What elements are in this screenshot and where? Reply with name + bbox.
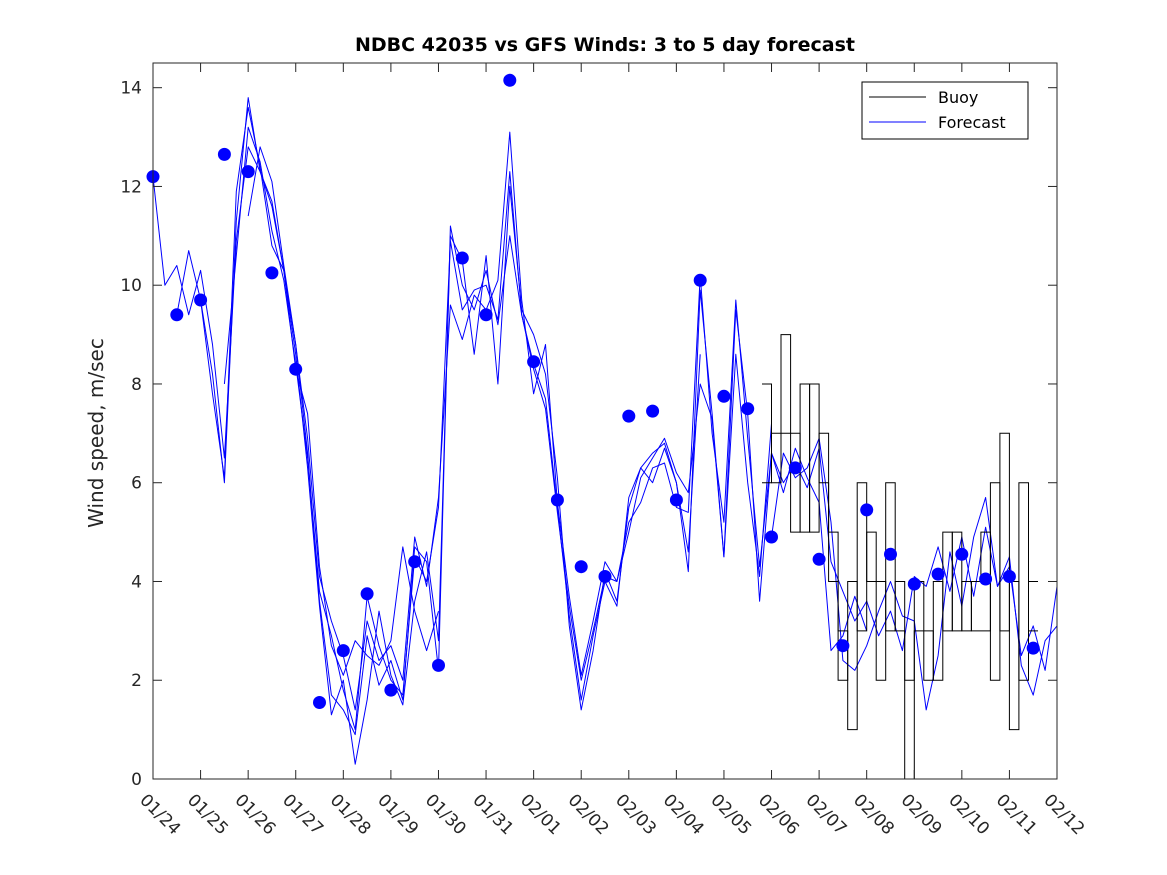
y-tick-label: 10: [120, 276, 142, 296]
forecast-marker: [646, 404, 660, 418]
forecast-marker: [622, 409, 636, 423]
forecast-marker: [860, 503, 874, 517]
series-layer: [152, 97, 1058, 780]
forecast-marker: [717, 389, 731, 403]
chart-title: NDBC 42035 vs GFS Winds: 3 to 5 day fore…: [355, 34, 855, 56]
forecast-marker: [265, 266, 279, 280]
y-tick-label: 0: [131, 770, 142, 790]
forecast-marker: [765, 530, 778, 544]
forecast-line-5: [247, 131, 1058, 711]
forecast-marker: [931, 567, 945, 581]
forecast-marker: [289, 362, 303, 376]
forecast-marker: [432, 658, 445, 672]
forecast-marker: [503, 73, 517, 87]
forecast-marker: [336, 644, 350, 658]
forecast-marker: [669, 493, 683, 507]
legend-box: [861, 81, 1029, 140]
forecast-marker: [527, 355, 541, 369]
forecast-marker: [836, 639, 850, 653]
y-tick-label: 4: [131, 572, 142, 592]
y-tick-label: 14: [120, 79, 142, 99]
forecast-marker: [384, 683, 398, 697]
forecast-line-4: [223, 126, 868, 731]
forecast-marker: [408, 555, 422, 569]
forecast-marker: [741, 402, 755, 416]
forecast-marker: [170, 308, 184, 322]
forecast-marker: [1026, 641, 1040, 655]
forecast-marker: [812, 552, 826, 566]
y-axis: 0 2 4 6 8 10 12 14: [120, 79, 1057, 790]
legend: Buoy Forecast: [861, 81, 1029, 140]
forecast-marker: [1002, 570, 1016, 583]
forecast-marker: [907, 577, 921, 591]
legend-buoy-label: Buoy: [938, 88, 978, 107]
forecast-marker: [550, 493, 564, 507]
forecast-line-2: [176, 106, 701, 765]
forecast-marker: [598, 570, 612, 583]
legend-forecast-label: Forecast: [938, 113, 1006, 132]
buoy-step-line-secondary: [762, 383, 1038, 681]
y-tick-label: 6: [131, 474, 142, 494]
forecast-marker: [194, 293, 208, 307]
forecast-marker: [693, 273, 707, 287]
forecast-marker: [455, 251, 469, 265]
forecast-marker: [360, 587, 374, 601]
y-tick-label: 2: [131, 671, 142, 691]
forecast-marker: [217, 147, 231, 161]
forecast-marker: [788, 461, 802, 475]
forecast-marker: [884, 547, 897, 561]
y-tick-label: 8: [131, 375, 142, 395]
plot-area-frame: [152, 62, 1058, 780]
forecast-marker: [574, 560, 588, 574]
forecast-marker: [241, 165, 255, 179]
forecast-marker: [313, 696, 326, 709]
forecast-marker: [955, 547, 969, 561]
forecast-marker: [479, 308, 493, 322]
forecast-marker: [979, 572, 993, 586]
y-tick-label: 12: [120, 177, 142, 197]
y-axis-label: Wind speed, m/sec: [84, 338, 108, 528]
